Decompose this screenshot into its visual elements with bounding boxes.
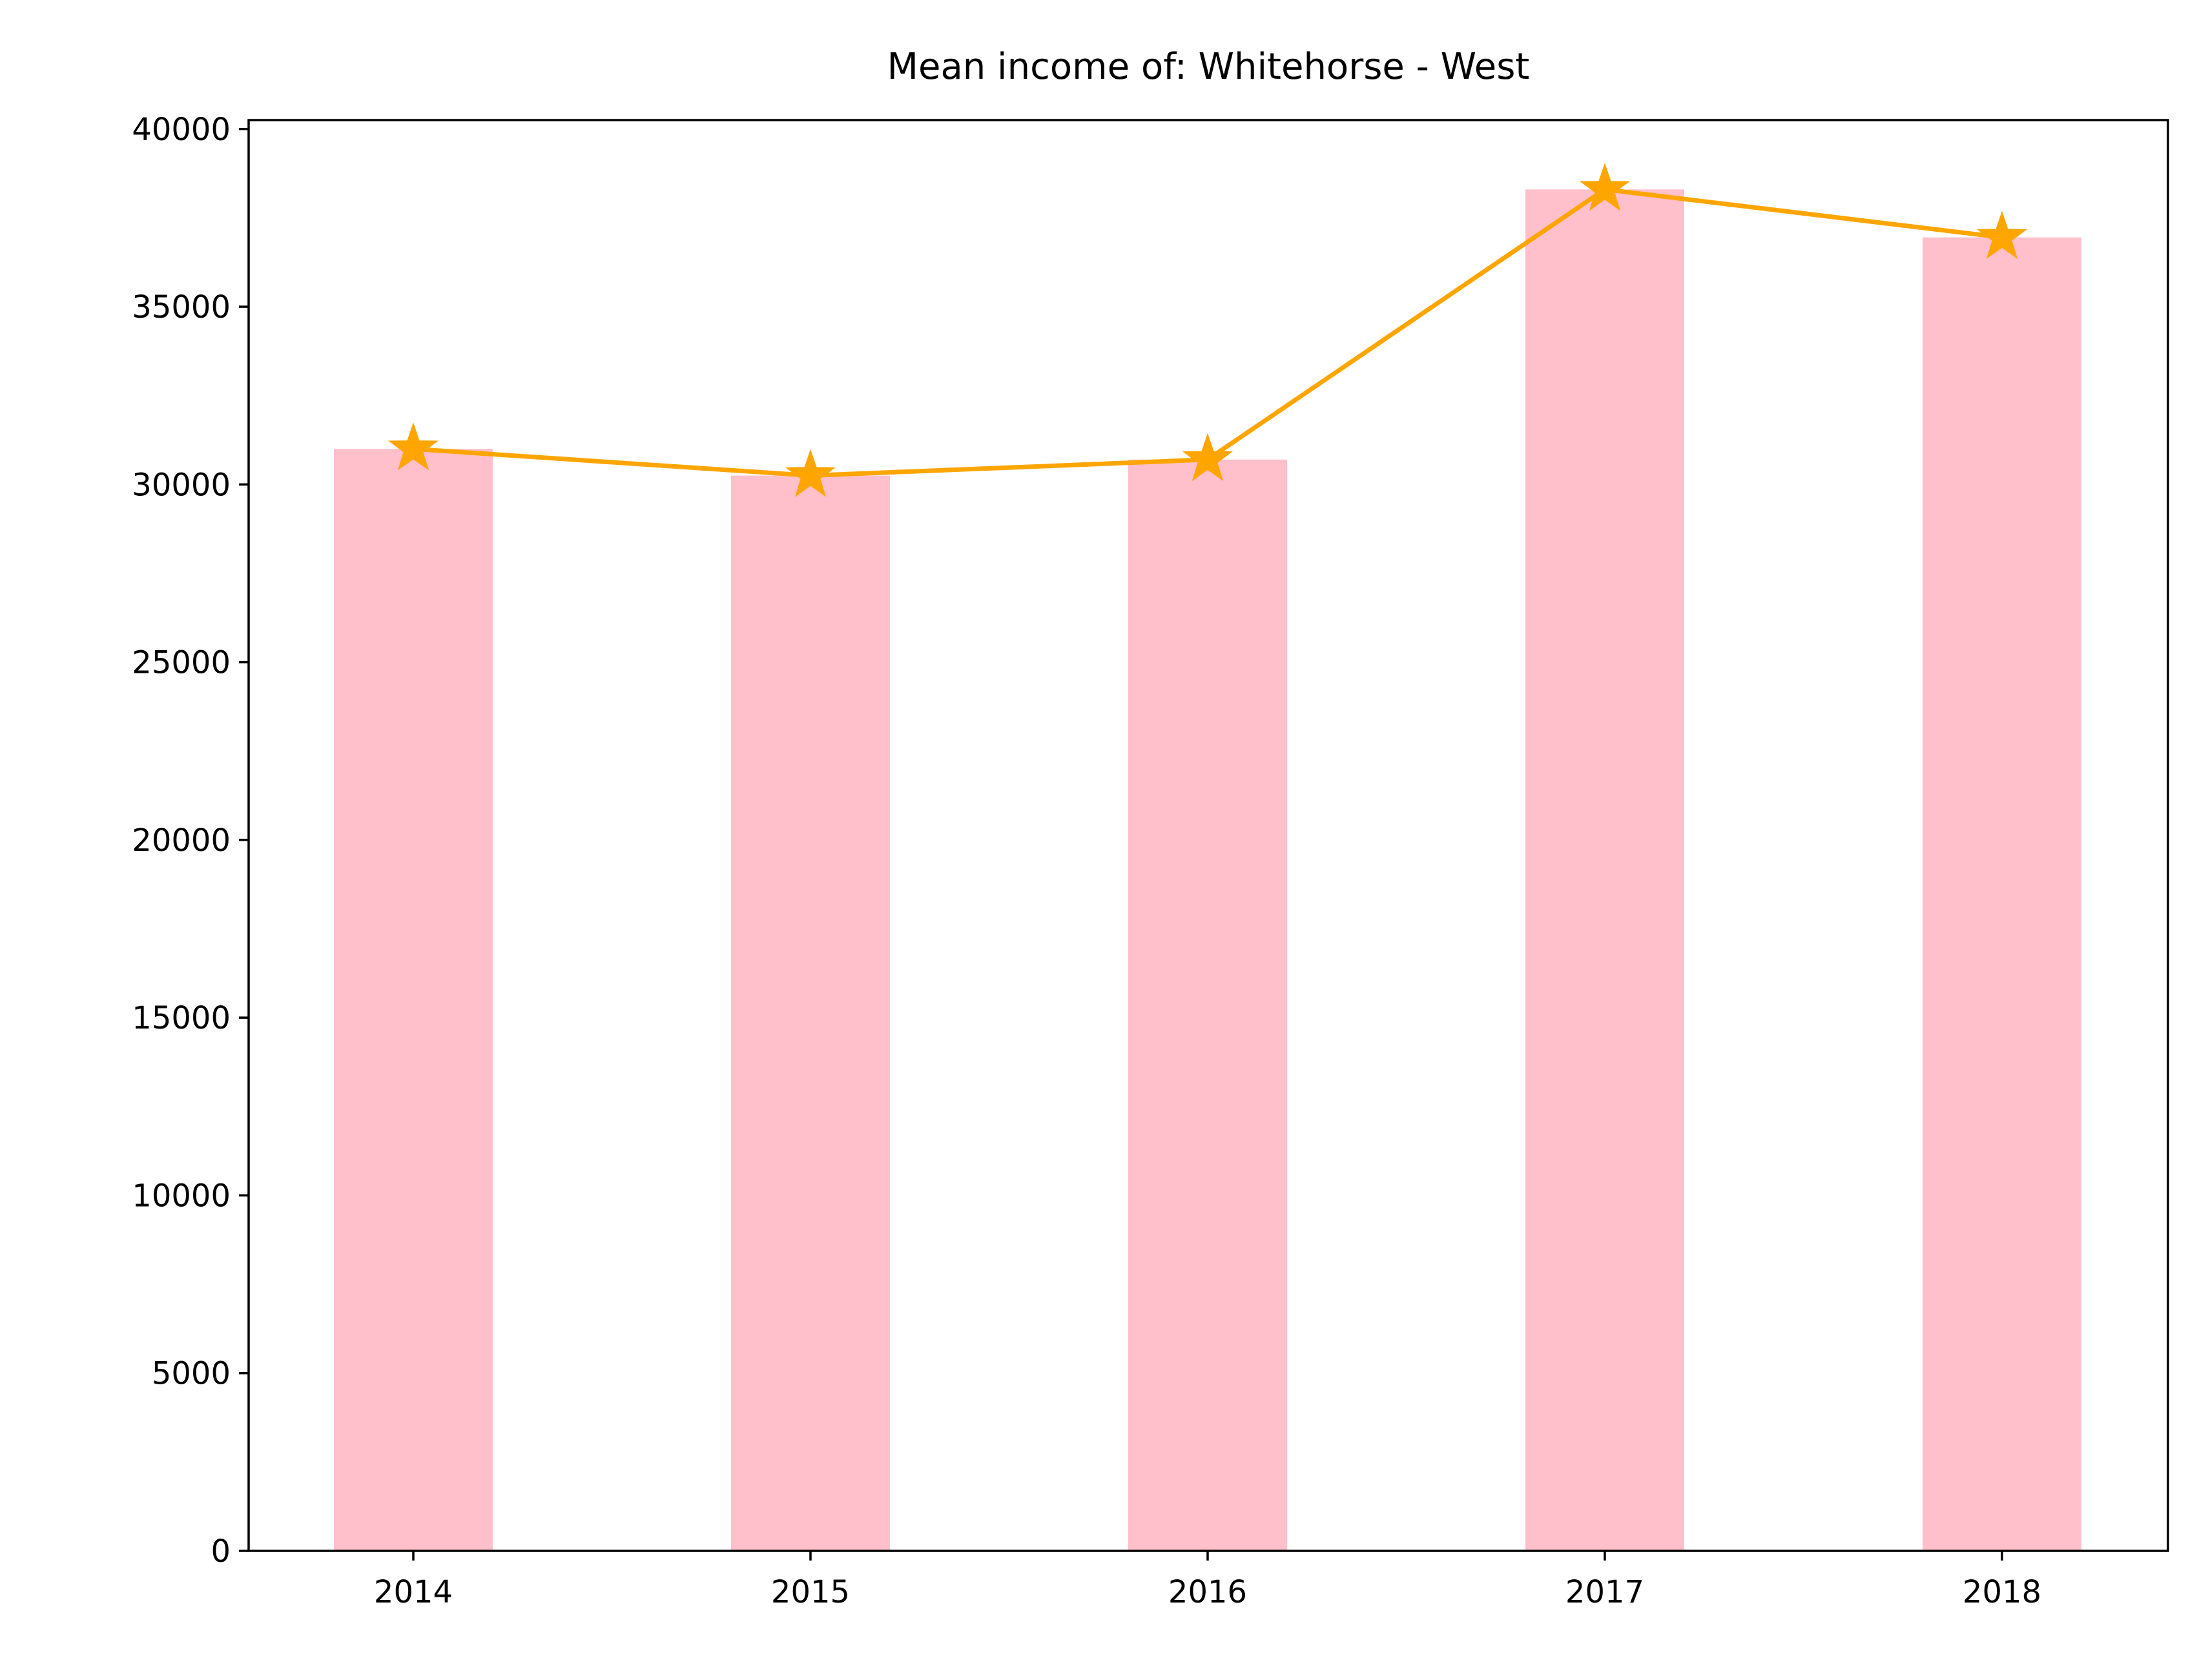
x-tick-label: 2014 — [374, 1574, 453, 1610]
star-marker-2018 — [1976, 210, 2028, 259]
bar-2017 — [1525, 189, 1684, 1552]
x-tick-label: 2018 — [1963, 1574, 2041, 1610]
bar-2016 — [1128, 459, 1287, 1551]
y-tick-label: 25000 — [132, 645, 231, 681]
y-tick-label: 0 — [211, 1533, 231, 1570]
star-marker-2016 — [1182, 433, 1233, 482]
y-axis: 0 5000 10000 15000 20000 25000 30000 35000 40000 — [132, 112, 249, 1570]
bars-group — [334, 189, 2081, 1552]
x-tick-label: 2016 — [1168, 1574, 1247, 1610]
x-tick-label: 2017 — [1565, 1574, 1644, 1610]
series-line — [413, 187, 2003, 478]
y-tick-label: 5000 — [152, 1356, 231, 1392]
y-tick-label: 20000 — [132, 823, 231, 859]
star-marker-2014 — [387, 422, 439, 471]
y-tick-label: 35000 — [132, 289, 231, 325]
y-tick-label: 15000 — [132, 1000, 231, 1036]
plot-frame — [247, 119, 2169, 1552]
chart-title: Mean income of: Whitehorse - West — [887, 46, 1530, 88]
y-tick-label: 30000 — [132, 467, 231, 503]
star-marker-2017 — [1579, 163, 1631, 211]
star-marker-2015 — [785, 449, 836, 497]
bar-2018 — [1923, 237, 2081, 1552]
x-tick-label: 2015 — [771, 1574, 850, 1610]
bar-2015 — [731, 475, 890, 1551]
line-group — [387, 163, 2028, 497]
x-axis: 2014 2015 2016 2017 2018 — [374, 1551, 2041, 1610]
y-tick-label: 10000 — [132, 1178, 231, 1214]
y-tick-label: 40000 — [132, 112, 231, 148]
bar-2014 — [334, 449, 493, 1551]
